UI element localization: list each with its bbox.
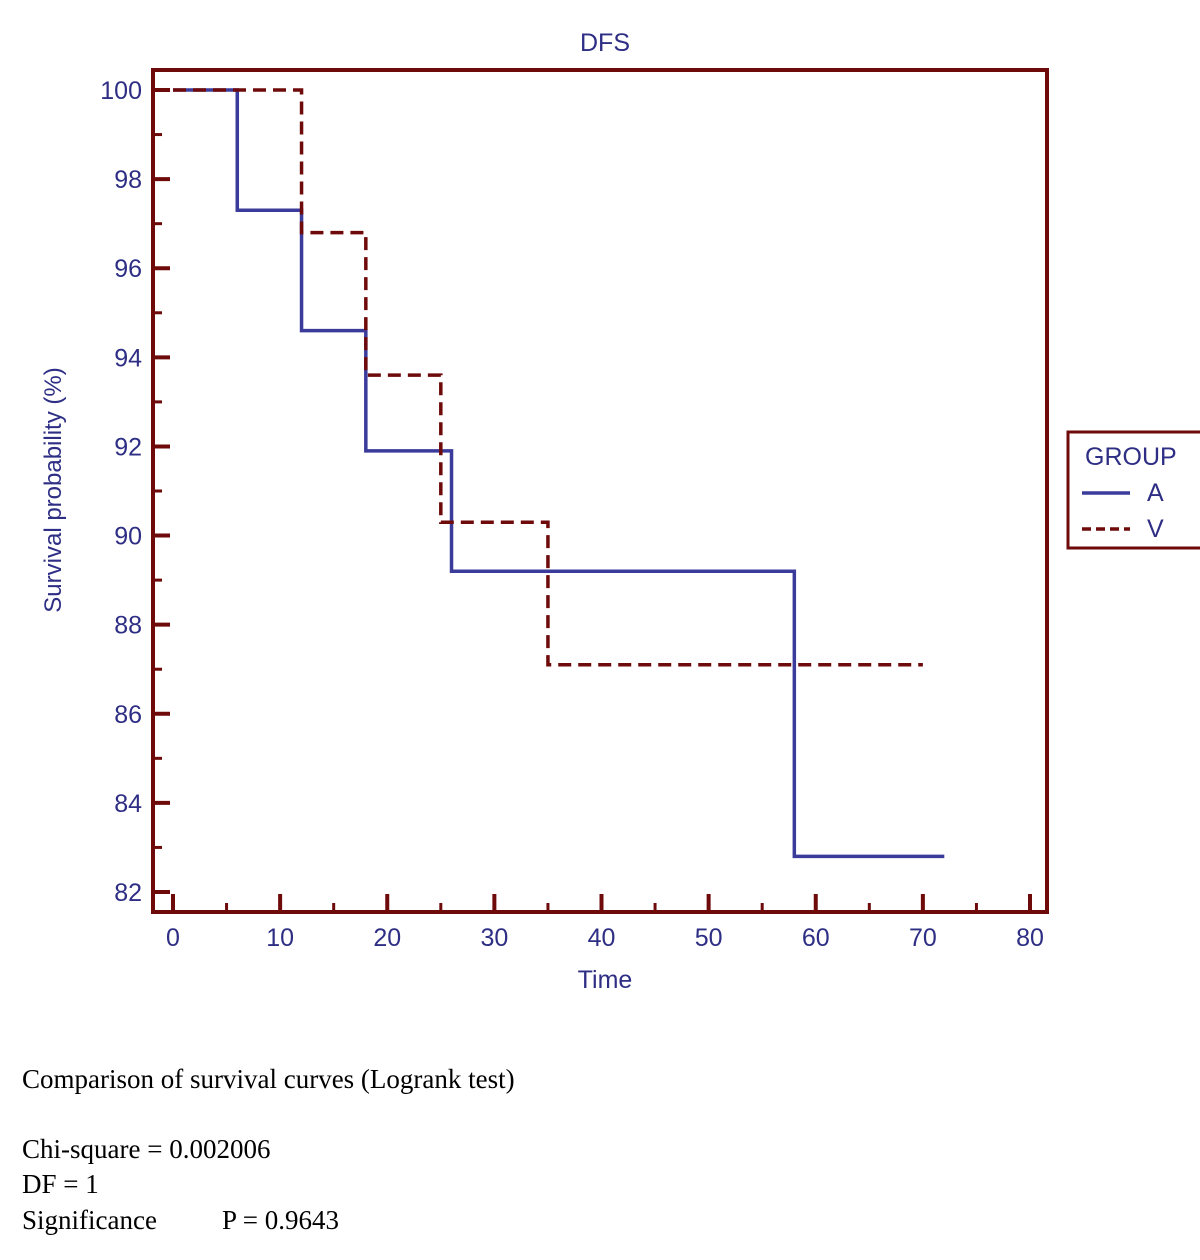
x-tick-label: 80 xyxy=(1016,924,1044,952)
y-tick-label: 86 xyxy=(114,701,142,729)
legend-label-v: V xyxy=(1147,515,1164,543)
significance-label: Significance xyxy=(22,1205,157,1235)
y-tick-label: 92 xyxy=(114,433,142,461)
y-tick-label: 94 xyxy=(114,344,142,372)
y-tick-label: 100 xyxy=(100,77,142,105)
legend-title: GROUP xyxy=(1085,443,1177,471)
legend-label-a: A xyxy=(1147,479,1164,507)
y-tick-label: 88 xyxy=(114,612,142,640)
y-tick-label: 82 xyxy=(114,879,142,907)
series-line-v xyxy=(173,88,923,667)
x-axis-label: Time xyxy=(578,966,633,994)
p-value: P = 0.9643 xyxy=(222,1205,339,1235)
series-line-a xyxy=(173,88,945,859)
y-tick-label: 96 xyxy=(114,255,142,283)
y-axis-label: Survival probability (%) xyxy=(40,367,67,612)
y-tick-label: 90 xyxy=(114,523,142,551)
y-tick-label: 98 xyxy=(114,166,142,194)
x-tick-label: 30 xyxy=(480,924,508,952)
chi-square-value: Chi-square = 0.002006 xyxy=(22,1134,271,1164)
x-tick-label: 20 xyxy=(373,924,401,952)
x-tick-label: 10 xyxy=(266,924,294,952)
x-tick-label: 0 xyxy=(166,924,180,952)
logrank-heading: Comparison of survival curves (Logrank t… xyxy=(22,1064,515,1094)
plot-frame xyxy=(151,68,1049,914)
y-tick-label: 84 xyxy=(114,790,142,818)
x-tick-label: 40 xyxy=(588,924,616,952)
x-tick-label: 70 xyxy=(909,924,937,952)
survival-chart: DFS Time Survival probability (%) 0 10 20 3… xyxy=(40,29,1200,994)
legend: GROUP A V xyxy=(1066,430,1200,550)
x-tick-label: 50 xyxy=(695,924,723,952)
chart-title: DFS xyxy=(580,29,630,57)
x-tick-label: 60 xyxy=(802,924,830,952)
df-value: DF = 1 xyxy=(22,1169,99,1199)
